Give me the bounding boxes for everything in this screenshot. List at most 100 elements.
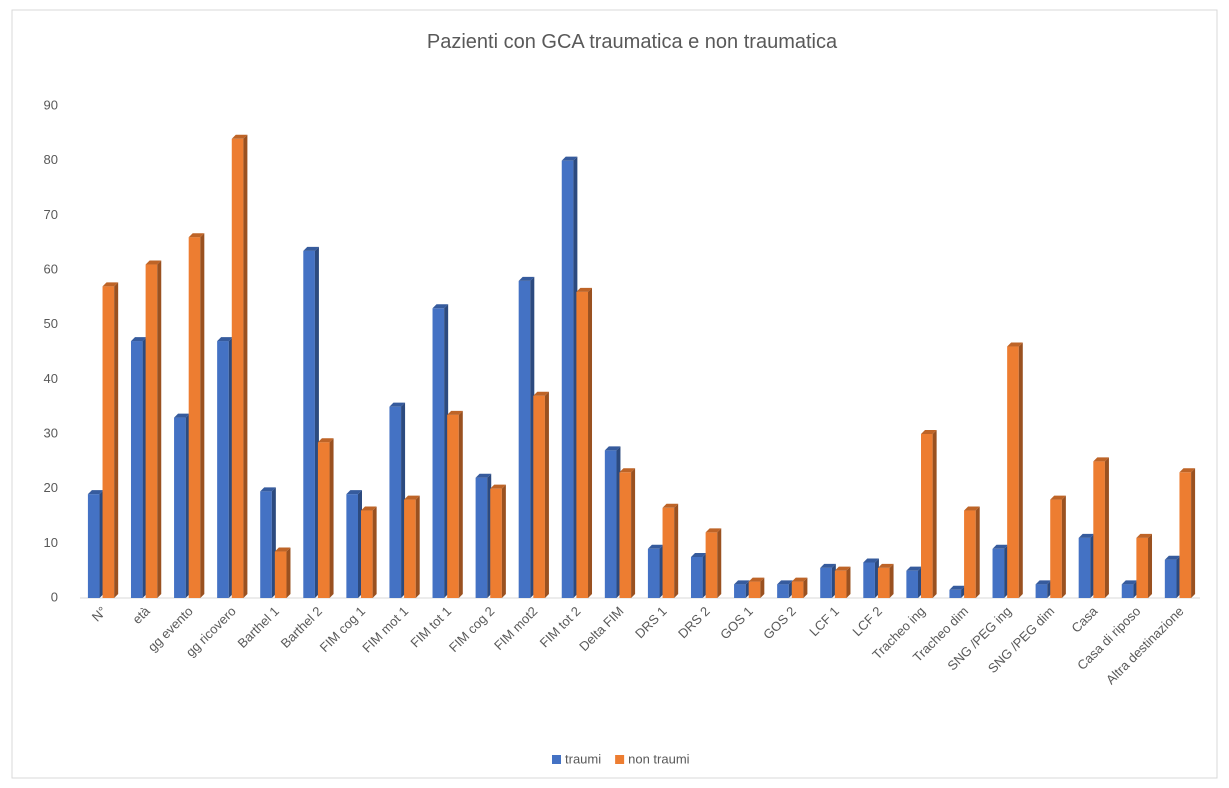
bar-side: [458, 410, 463, 598]
bar-group: [231, 134, 248, 599]
bar: [561, 160, 574, 598]
bar-side: [760, 577, 765, 598]
bar: [303, 250, 315, 598]
bar-top: [260, 487, 276, 492]
bar-group: [734, 580, 750, 598]
bar-top: [748, 577, 765, 582]
bar-group: [619, 468, 636, 598]
bar-group: [174, 413, 190, 598]
bar-top: [705, 528, 722, 533]
bar-top: [533, 391, 549, 396]
bar-group: [690, 553, 707, 598]
bar: [1050, 499, 1062, 598]
bar: [361, 510, 373, 598]
bar-group: [447, 410, 463, 598]
bar: [1136, 537, 1149, 598]
bar: [964, 510, 976, 598]
bar-side: [803, 577, 808, 598]
bar-side: [1191, 468, 1196, 598]
bar-top: [361, 506, 377, 511]
bar: [662, 507, 675, 598]
bar: [1121, 584, 1134, 598]
bar-group: [906, 566, 922, 598]
bar-group: [361, 506, 377, 598]
bar-top: [317, 438, 334, 443]
bar-top: [777, 580, 793, 585]
bar: [1007, 346, 1019, 598]
bar-top: [1164, 555, 1181, 560]
bar-group: [274, 547, 291, 598]
bar: [518, 280, 531, 598]
bar-side: [114, 282, 119, 598]
bar-group: [777, 580, 793, 598]
y-tick-label: 60: [44, 261, 58, 276]
bar-group: [1136, 533, 1153, 598]
bar: [432, 308, 445, 598]
bar-top: [490, 484, 506, 489]
bar-side: [1018, 342, 1023, 598]
bar-top: [274, 547, 291, 552]
bar-group: [260, 487, 276, 598]
bar-group: [647, 544, 664, 598]
bar: [1093, 461, 1105, 598]
bar-top: [447, 410, 463, 415]
bar-group: [317, 438, 334, 598]
bar: [346, 494, 358, 598]
bar-top: [992, 544, 1009, 549]
y-tick-label: 70: [44, 207, 58, 222]
bar-top: [432, 304, 449, 309]
bar-top: [145, 260, 162, 265]
bar: [834, 570, 847, 598]
bar: [748, 581, 761, 598]
bar-top: [188, 233, 205, 238]
bar-top: [475, 473, 492, 478]
bar-top: [174, 413, 190, 418]
bar-group: [518, 276, 535, 598]
bar-group: [1050, 495, 1066, 598]
chart-title: Pazienti con GCA traumatica e non trauma…: [427, 31, 838, 53]
bar-top: [1035, 580, 1052, 585]
bar: [217, 341, 229, 598]
bar-side: [286, 547, 291, 598]
bar: [389, 406, 402, 598]
bar: [705, 532, 718, 598]
bar-group: [576, 287, 593, 598]
bar-group: [834, 566, 851, 598]
bar-group: [1093, 457, 1109, 598]
bar: [791, 581, 804, 598]
bar-top: [820, 563, 836, 568]
bar-top: [1179, 468, 1196, 473]
bar-top: [87, 490, 104, 495]
bar-group: [475, 473, 492, 598]
bar: [475, 477, 488, 598]
bar: [576, 291, 589, 598]
bar-top: [1136, 533, 1153, 538]
bar-top: [1093, 457, 1109, 462]
bar-top: [619, 468, 636, 473]
bar-side: [157, 260, 162, 598]
bar-top: [734, 580, 750, 585]
bar-top: [690, 553, 707, 557]
bar: [777, 584, 789, 598]
bar: [1164, 559, 1177, 598]
bar-side: [889, 563, 894, 598]
bar: [317, 442, 330, 598]
bar-group: [877, 563, 894, 598]
bar-group: [1007, 342, 1023, 598]
bar: [490, 488, 502, 598]
bar-group: [432, 304, 449, 598]
bar: [877, 567, 890, 598]
bar-top: [389, 402, 406, 407]
bar-side: [674, 503, 679, 598]
y-tick-label: 0: [51, 589, 58, 604]
y-tick-label: 10: [44, 535, 58, 550]
bar-side: [415, 495, 420, 598]
bar-top: [1121, 580, 1138, 585]
bar: [690, 557, 703, 598]
bar-group: [87, 490, 104, 598]
bar-top: [949, 585, 966, 590]
bar: [921, 434, 933, 598]
bar: [992, 548, 1005, 598]
y-tick-label: 20: [44, 480, 58, 495]
